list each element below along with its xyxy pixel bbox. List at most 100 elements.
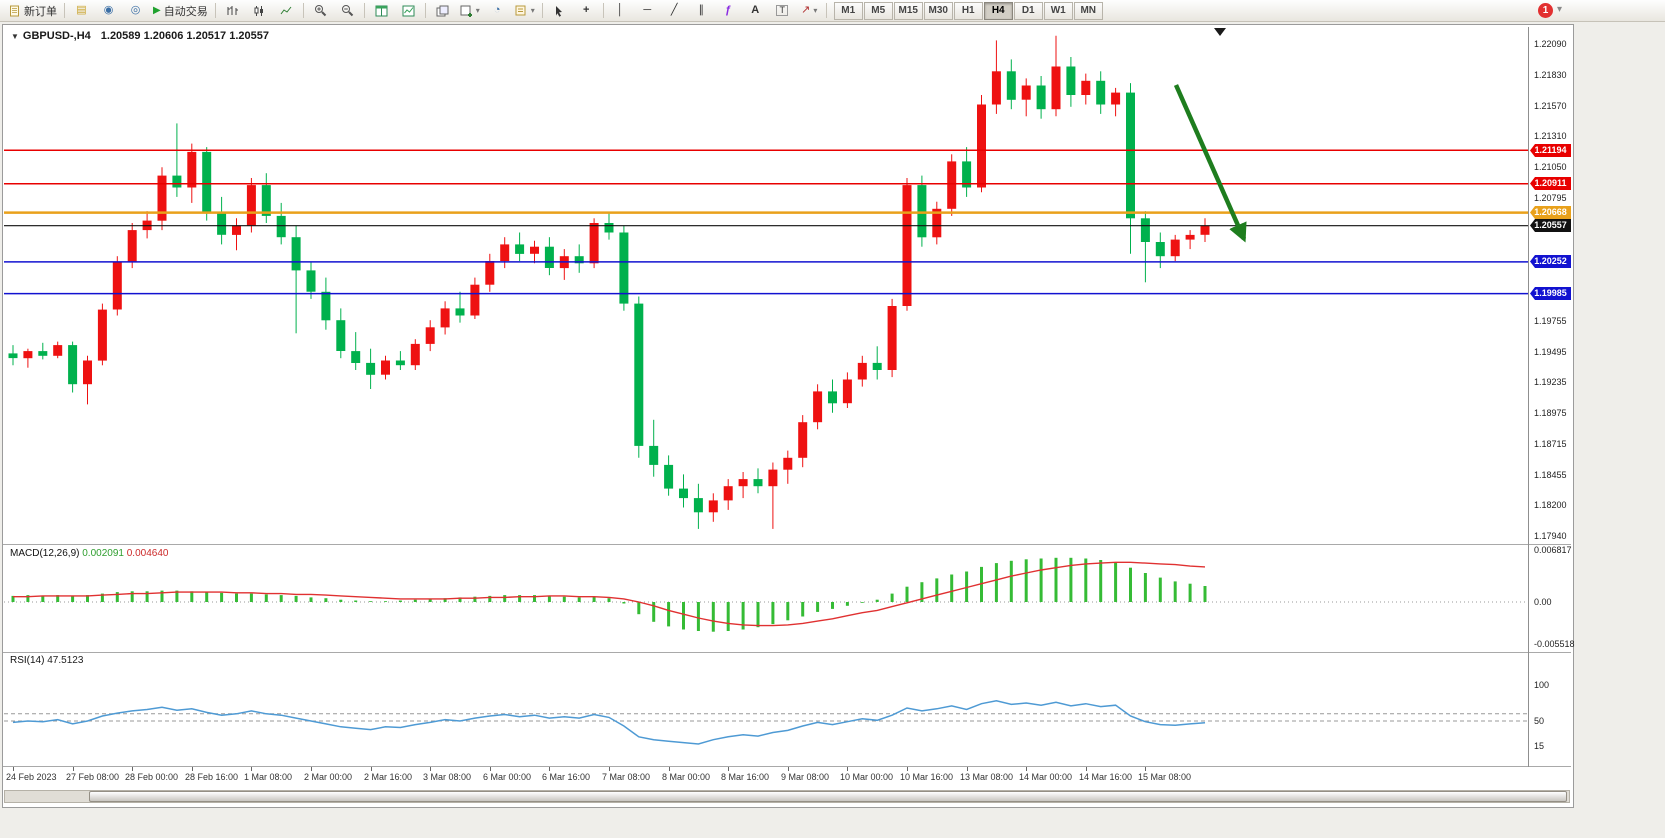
timeframe-w1[interactable]: W1 — [1043, 1, 1073, 20]
macd-histogram-bar — [920, 582, 924, 602]
trend-arrow-annotation[interactable] — [1173, 84, 1247, 243]
templates-button[interactable]: ▾ — [511, 1, 539, 21]
candle-body — [1170, 239, 1180, 257]
fibonacci-button[interactable]: ƒ — [715, 1, 742, 21]
candle-body — [232, 225, 241, 235]
macd-histogram-bar — [801, 602, 805, 617]
time-tick — [907, 767, 908, 771]
rsi-panel-canvas[interactable] — [4, 653, 1528, 766]
line-price-badge[interactable]: 1.19985 — [1530, 287, 1571, 300]
macd-histogram-bar — [1158, 577, 1162, 602]
time-tick — [609, 767, 610, 771]
macd-histogram-bar — [220, 592, 224, 602]
dropdown-icon: ▾ — [530, 5, 535, 15]
bar-chart-button[interactable] — [219, 1, 246, 21]
time-label: 8 Mar 16:00 — [721, 772, 770, 782]
macd-histogram-bar — [905, 586, 909, 602]
zoom-out-button[interactable] — [334, 1, 361, 21]
timeframe-h1[interactable]: H1 — [953, 1, 983, 20]
timeframe-h4[interactable]: H4 — [983, 1, 1013, 20]
candle-body — [381, 360, 390, 375]
candle-body — [902, 185, 912, 306]
candle-body — [395, 360, 405, 366]
indicator-list-button[interactable] — [395, 1, 422, 21]
navigator-button[interactable]: ◎ — [122, 1, 149, 21]
horizontal-scrollbar[interactable] — [4, 790, 1570, 803]
timeframe-m30[interactable]: M30 — [923, 1, 953, 20]
tile-windows-icon — [375, 5, 388, 16]
line-price-badge[interactable]: 1.20911 — [1530, 177, 1571, 190]
macd-histogram-bar — [56, 595, 60, 602]
text-label-button[interactable]: T — [769, 1, 796, 21]
candle-body — [410, 343, 420, 366]
macd-histogram-bar — [190, 591, 194, 602]
arrows-button[interactable]: ↗ ▾ — [796, 1, 823, 21]
candle-body — [649, 445, 659, 465]
timeframe-m15[interactable]: M15 — [893, 1, 923, 20]
price-axis[interactable]: 1.22090 1.21830 1.21570 1.21310 1.21050 1.207… — [1530, 25, 1575, 787]
autotrading-button[interactable]: ▶ 自动交易 — [149, 1, 212, 21]
main-chart-canvas[interactable] — [4, 27, 1528, 544]
timeframe-d1[interactable]: D1 — [1013, 1, 1043, 20]
scroll-to-end-marker-icon[interactable] — [1214, 28, 1226, 36]
zoom-in-button[interactable] — [307, 1, 334, 21]
macd-histogram-bar — [562, 596, 566, 602]
toolbar-overflow-chevron-icon[interactable]: ▾ — [1557, 4, 1563, 15]
macd-histogram-bar — [443, 598, 447, 602]
macd-histogram-bar — [1143, 573, 1147, 602]
panel-separator[interactable] — [3, 652, 1571, 653]
channel-icon: ∥ — [698, 4, 704, 16]
horizontal-line-button[interactable]: ─ — [634, 1, 661, 21]
time-label: 28 Feb 00:00 — [125, 772, 179, 782]
toolbar-separator — [424, 3, 426, 18]
macd-histogram-bar — [160, 590, 164, 602]
line-chart-button[interactable] — [273, 1, 300, 21]
time-tick — [1086, 767, 1087, 771]
notification-badge[interactable]: 1 — [1538, 3, 1553, 18]
timeframe-m5[interactable]: M5 — [863, 1, 893, 20]
channel-button[interactable]: ∥ — [688, 1, 715, 21]
macd-histogram-bar — [473, 596, 477, 602]
macd-histogram-bar — [339, 599, 343, 602]
candlestick-chart-button[interactable] — [246, 1, 273, 21]
candle-body — [321, 291, 331, 321]
market-watch-button[interactable]: ◉ — [95, 1, 122, 21]
timeframe-toolbar: M1 M5 M15 M30 H1 H4 D1 W1 MN — [833, 1, 1104, 20]
new-order-button[interactable]: 新订单 — [5, 1, 61, 21]
new-chart-button[interactable]: ▾ — [456, 1, 484, 21]
text-button[interactable]: A — [742, 1, 769, 21]
candle-body — [157, 175, 167, 221]
timeframe-mn[interactable]: MN — [1073, 1, 1103, 20]
vertical-line-button[interactable]: │ — [607, 1, 634, 21]
line-price-badge[interactable]: 1.21194 — [1530, 144, 1571, 157]
macd-scale-label: 0.006817 — [1534, 545, 1572, 555]
collapse-icon[interactable]: ▼ — [11, 32, 19, 41]
candle-body — [604, 223, 614, 233]
macd-histogram-bar — [965, 571, 969, 602]
line-price-badge[interactable]: 1.20252 — [1530, 255, 1571, 268]
crosshair-button[interactable]: + — [573, 1, 600, 21]
tile-windows-button[interactable] — [368, 1, 395, 21]
timeframe-m1[interactable]: M1 — [833, 1, 863, 20]
horizontal-lines-group[interactable] — [4, 149, 1528, 295]
charts-folder-button[interactable]: ▤ — [68, 1, 95, 21]
rsi-scale-label: 15 — [1534, 741, 1545, 751]
candle-body — [842, 379, 852, 404]
period-clock-button[interactable]: ◔ — [484, 1, 511, 21]
panel-separator[interactable] — [3, 544, 1571, 545]
macd-panel-canvas[interactable] — [4, 546, 1528, 652]
candle-body — [500, 244, 510, 261]
candle-body — [217, 213, 227, 235]
time-tick — [728, 767, 729, 771]
candle-body — [723, 486, 733, 501]
new-order-label: 新订单 — [24, 5, 57, 18]
trendline-button[interactable]: ╱ — [661, 1, 688, 21]
line-price-badge[interactable]: 1.20668 — [1530, 206, 1571, 219]
time-axis[interactable]: 24 Feb 2023 27 Feb 08:00 28 Feb 00:00 28 Fe… — [4, 767, 1570, 787]
time-label: 6 Mar 16:00 — [542, 772, 591, 782]
cursor-button[interactable] — [546, 1, 573, 21]
macd-histogram-bar — [994, 563, 998, 602]
navigator-icon: ◎ — [130, 4, 141, 16]
cascade-windows-button[interactable] — [429, 1, 456, 21]
scrollbar-thumb[interactable] — [89, 791, 1567, 802]
